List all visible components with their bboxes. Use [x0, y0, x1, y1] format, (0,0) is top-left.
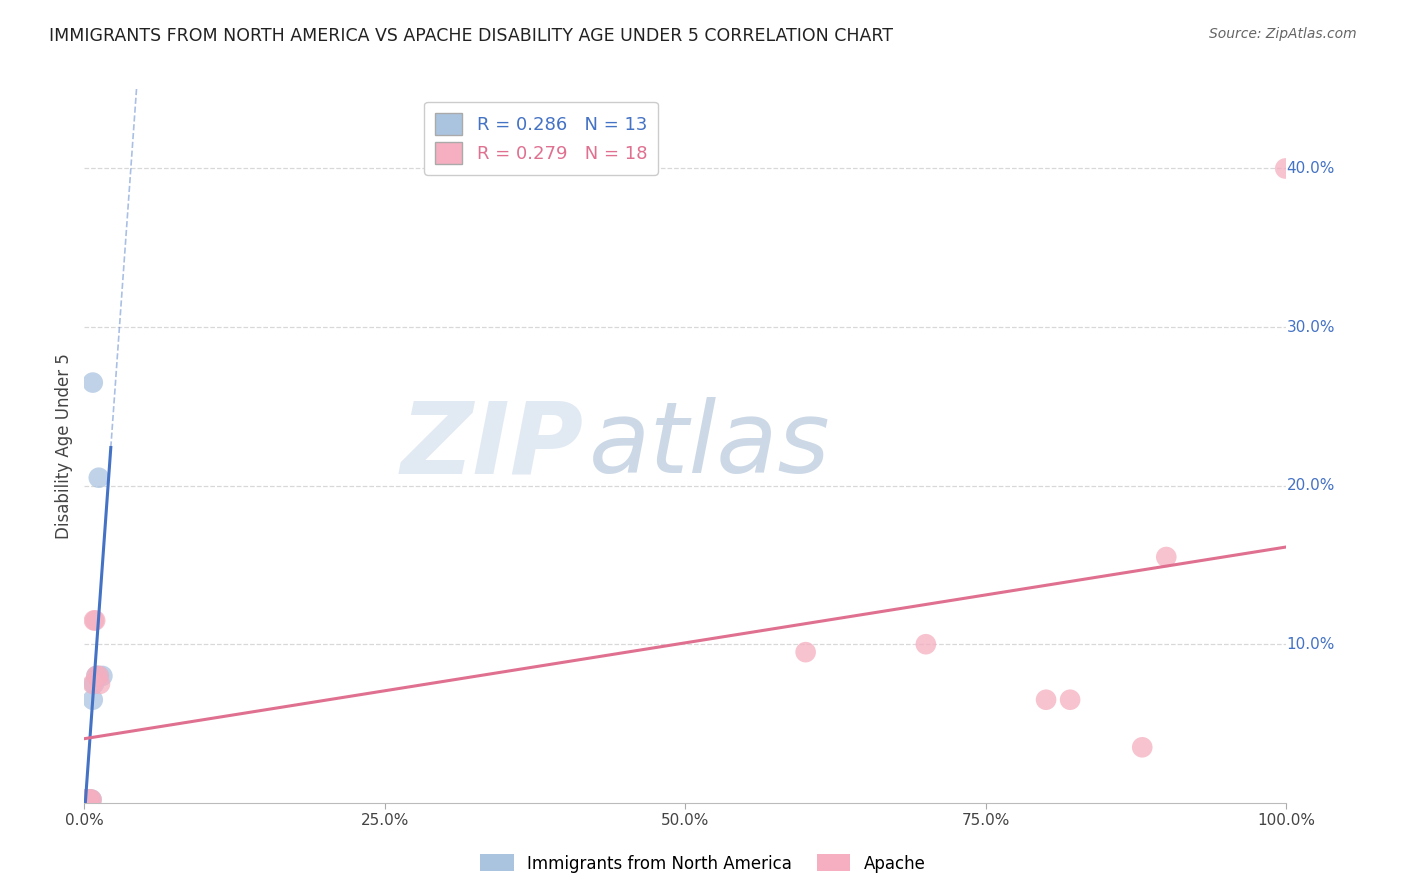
Text: 10.0%: 10.0% [1286, 637, 1334, 652]
Text: atlas: atlas [589, 398, 831, 494]
Point [83, 614, 105, 628]
Point [83, 677, 105, 691]
Point [1035, 692, 1057, 706]
Text: IMMIGRANTS FROM NORTH AMERICA VS APACHE DISABILITY AGE UNDER 5 CORRELATION CHART: IMMIGRANTS FROM NORTH AMERICA VS APACHE … [49, 27, 893, 45]
Point [77, 792, 100, 806]
Point [794, 645, 817, 659]
Text: 40.0%: 40.0% [1286, 161, 1334, 176]
Point [79, 792, 101, 806]
Point [82, 677, 104, 691]
Point [1274, 161, 1296, 176]
Point [84, 614, 107, 628]
Y-axis label: Disability Age Under 5: Disability Age Under 5 [55, 353, 73, 539]
Point [75, 792, 97, 806]
Point [89, 677, 111, 691]
Point [1156, 549, 1178, 564]
Text: 30.0%: 30.0% [1286, 319, 1334, 334]
Point [75, 792, 97, 806]
Text: ZIP: ZIP [401, 398, 583, 494]
Point [79, 792, 101, 806]
Point [1059, 692, 1081, 706]
Point [77, 792, 100, 806]
Legend: R = 0.286   N = 13, R = 0.279   N = 18: R = 0.286 N = 13, R = 0.279 N = 18 [425, 102, 658, 175]
Point [91, 669, 114, 683]
Point [76, 792, 98, 806]
Point [86, 669, 108, 683]
Point [86, 669, 108, 683]
Point [76, 792, 98, 806]
Legend: Immigrants from North America, Apache: Immigrants from North America, Apache [474, 847, 932, 880]
Point [77, 792, 100, 806]
Point [87, 669, 110, 683]
Point [915, 637, 938, 651]
Point [1130, 740, 1153, 755]
Point [80, 792, 103, 806]
Point [82, 376, 104, 390]
Point [87, 669, 110, 683]
Text: Source: ZipAtlas.com: Source: ZipAtlas.com [1209, 27, 1357, 41]
Point [77, 792, 100, 806]
Text: 20.0%: 20.0% [1286, 478, 1334, 493]
Point [82, 692, 104, 706]
Point [87, 471, 110, 485]
Point [80, 792, 103, 806]
